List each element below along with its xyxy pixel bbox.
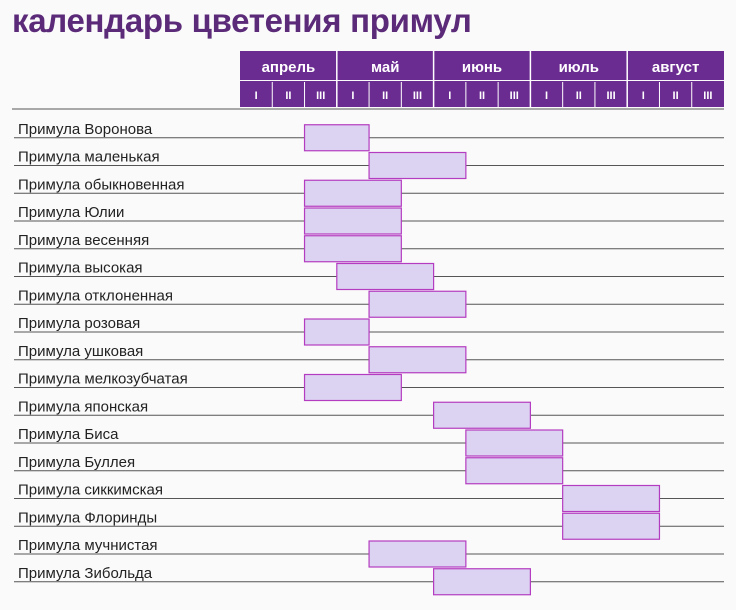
- bloom-bar: [303, 207, 402, 235]
- row-label: Примула мучнистая: [18, 537, 158, 554]
- chart-title: календарь цветения примул: [12, 2, 472, 39]
- bloom-bar: [303, 373, 402, 402]
- decade-label: I: [255, 90, 258, 102]
- row-label: Примула обыкновенная: [18, 176, 185, 193]
- bloom-bar: [303, 124, 370, 152]
- month-header-band: [240, 51, 724, 80]
- decade-label: II: [285, 90, 291, 102]
- decade-label: II: [576, 90, 582, 102]
- bloom-bar: [303, 235, 402, 263]
- decade-label: II: [673, 90, 679, 102]
- row-label: Примула японская: [18, 398, 148, 415]
- row-label: Примула Буллея: [18, 454, 135, 471]
- bloom-bar: [368, 151, 467, 180]
- row-label: Примула ушковая: [18, 343, 143, 360]
- bloom-bar: [368, 540, 467, 568]
- month-label: июнь: [462, 59, 502, 76]
- bloom-bar: [336, 262, 435, 291]
- row-label: Примула весенняя: [18, 232, 149, 249]
- row-label: Примула Юлии: [18, 204, 124, 221]
- month-label: май: [371, 59, 399, 76]
- row-label: Примула Биса: [18, 426, 119, 443]
- row-label: Примула Зибольда: [18, 565, 153, 582]
- decade-label: I: [351, 90, 354, 102]
- row-label: Примула розовая: [18, 315, 140, 332]
- decade-label: I: [642, 90, 645, 102]
- row-label: Примула сиккимская: [18, 482, 163, 499]
- decade-label: II: [382, 90, 388, 102]
- bloom-bar: [465, 457, 564, 485]
- bloom-bar: [433, 401, 532, 429]
- month-label: апрель: [262, 59, 316, 76]
- bloom-bar: [303, 179, 402, 207]
- bloom-bar: [433, 568, 532, 596]
- bloom-bar: [562, 512, 661, 540]
- bloom-bar: [368, 346, 467, 374]
- decade-label: III: [606, 90, 615, 102]
- row-label: Примула высокая: [18, 260, 143, 277]
- row-label: Примула маленькая: [18, 149, 160, 166]
- bloom-bar: [368, 290, 467, 318]
- decade-label: I: [545, 90, 548, 102]
- row-label: Примула мелкозубчатая: [18, 371, 188, 388]
- decade-header-band: [240, 81, 724, 107]
- month-label: июль: [559, 59, 599, 76]
- decade-label: III: [316, 90, 325, 102]
- month-label: август: [652, 59, 699, 76]
- decade-label: III: [703, 90, 712, 102]
- row-label: Примула отклоненная: [18, 287, 173, 304]
- row-label: Примула Воронова: [18, 121, 153, 138]
- bloom-bar: [562, 484, 661, 513]
- bloom-bar: [303, 318, 370, 346]
- decade-label: II: [479, 90, 485, 102]
- decade-label: III: [510, 90, 519, 102]
- decade-label: III: [413, 90, 422, 102]
- bloom-bar: [465, 429, 564, 457]
- row-label: Примула Флоринды: [18, 509, 157, 526]
- decade-label: I: [448, 90, 451, 102]
